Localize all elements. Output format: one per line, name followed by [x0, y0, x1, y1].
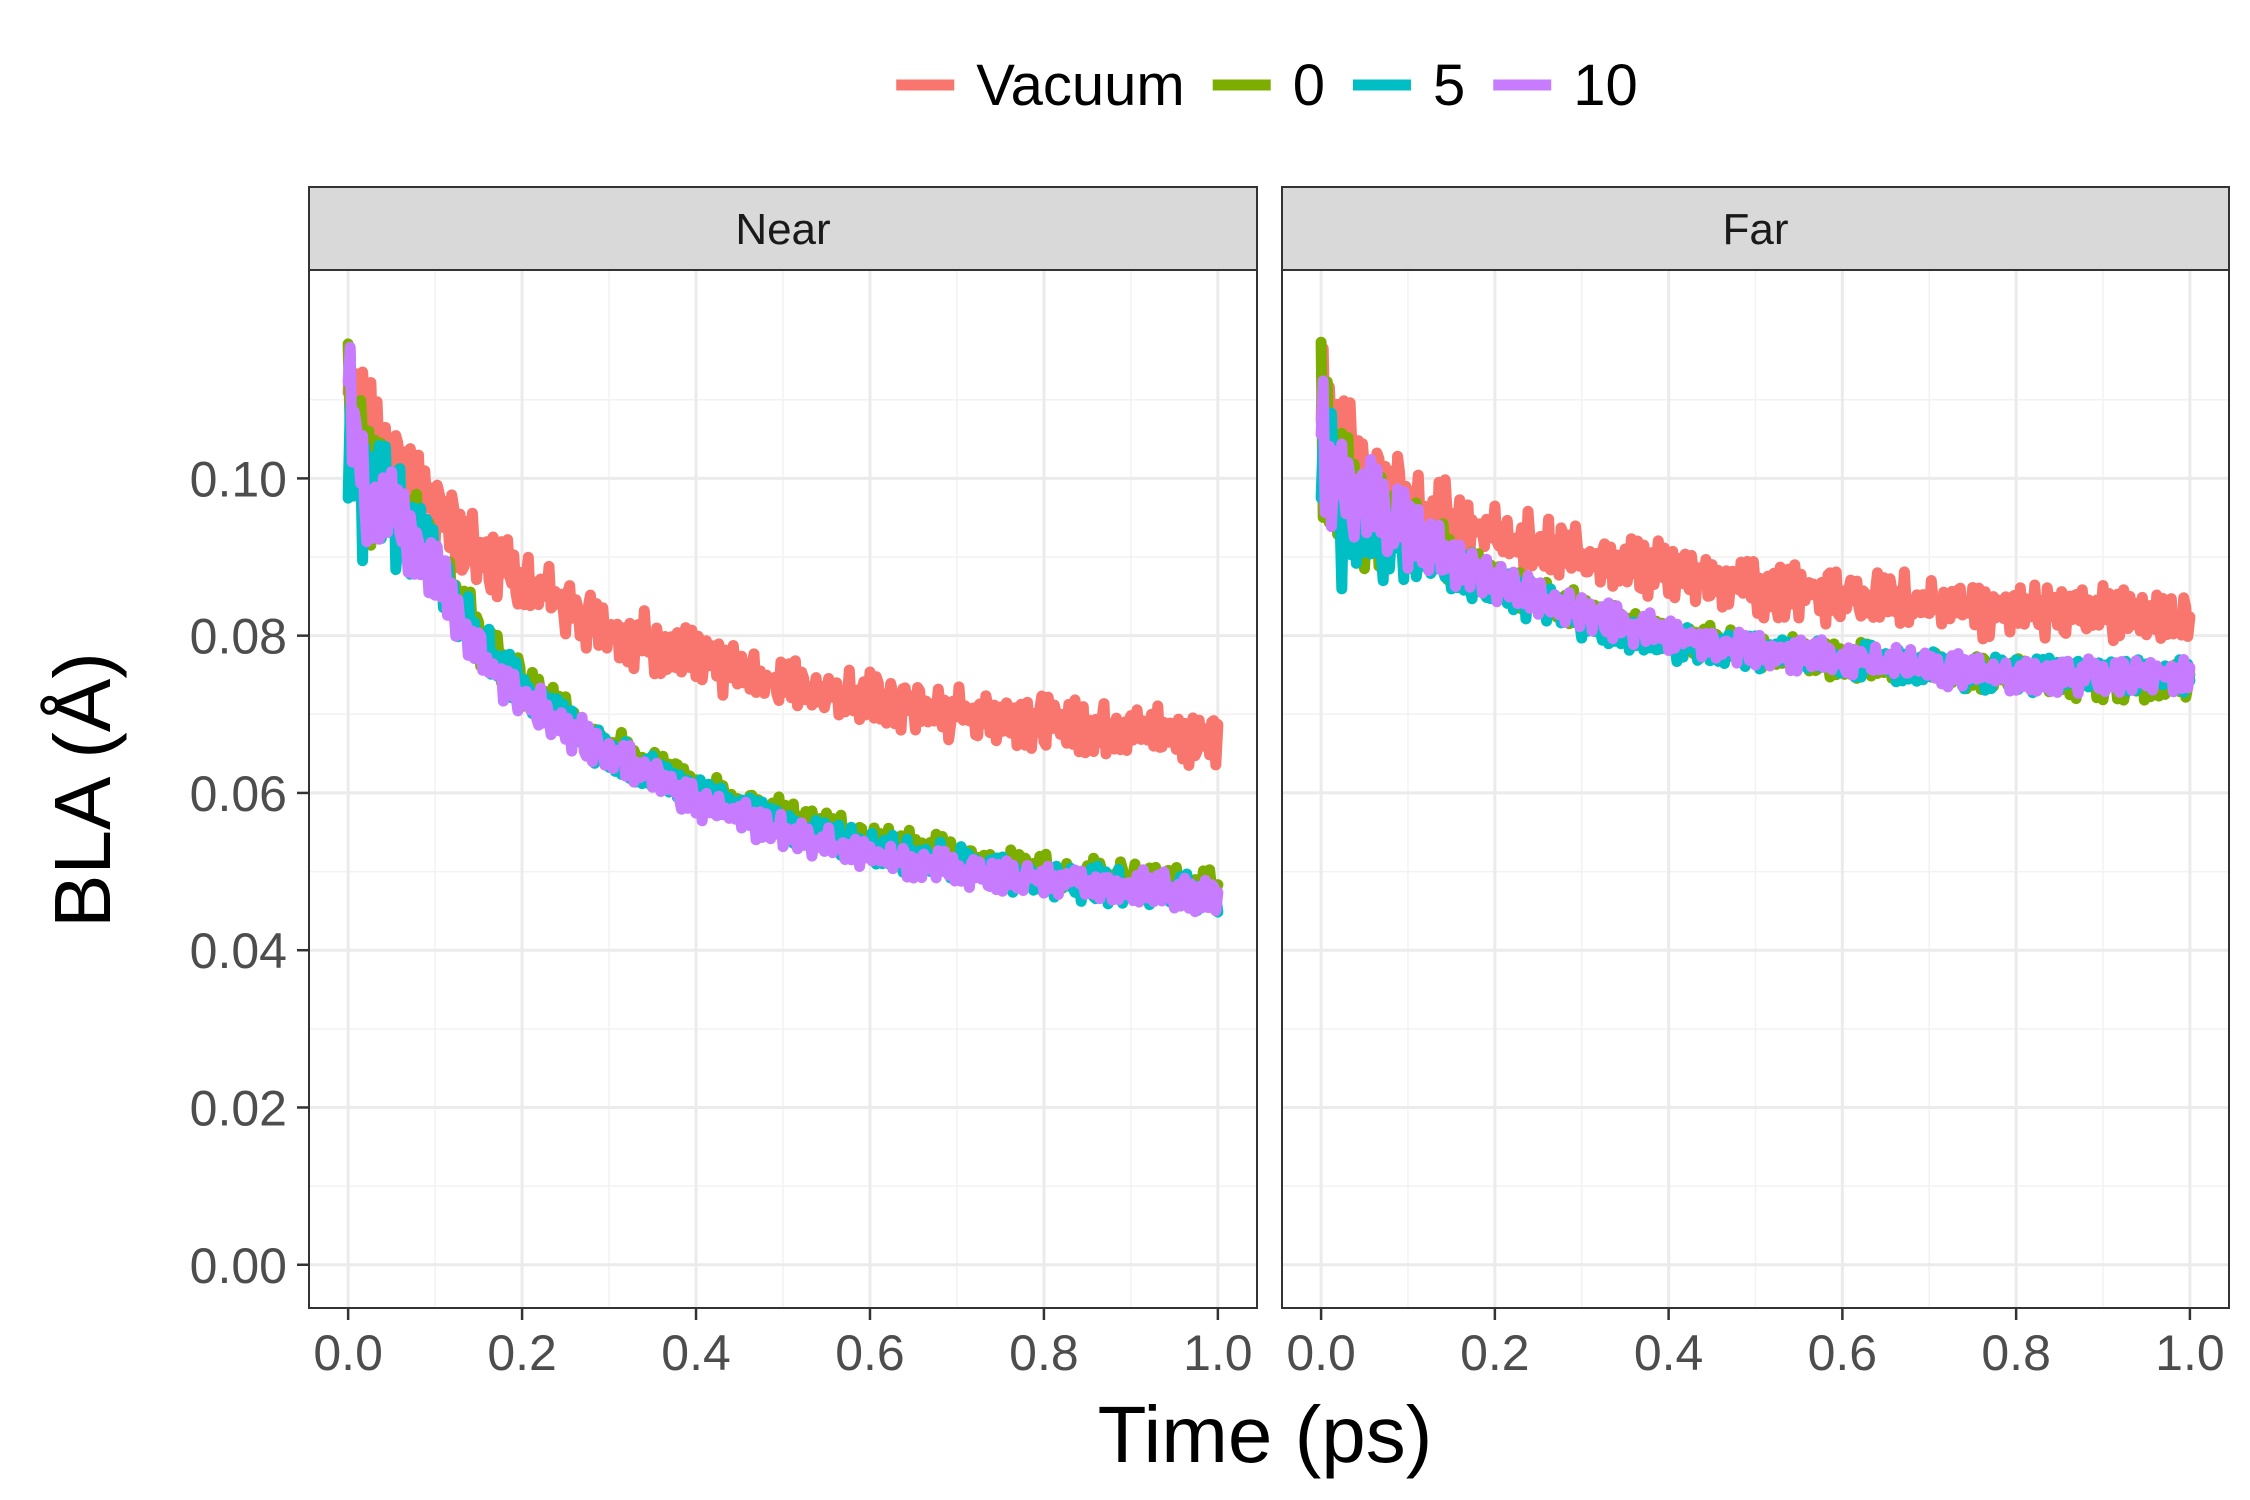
legend-item-5: 5 [1352, 53, 1465, 118]
x-tick-label: 0.8 [1009, 1325, 1079, 1381]
x-tick-label: 0.0 [313, 1325, 383, 1381]
legend-label: 5 [1433, 53, 1465, 118]
y-tick-label: 0.02 [190, 1080, 287, 1136]
series-line-vacuum [342, 344, 1224, 771]
x-axis-title: Time (ps) [1098, 1390, 1433, 1479]
y-axis-title: BLA (Å) [38, 652, 127, 928]
x-tick-label: 0.6 [835, 1325, 905, 1381]
facet-panels: Near 0.0 0.2 0.4 0.6 0.8 1.0 Far 0.0 0.2 0.4 0.6 0.8… [308, 186, 2230, 1381]
x-tick-label: 1.0 [2155, 1325, 2225, 1381]
panel-near: Near 0.0 0.2 0.4 0.6 0.8 1.0 [308, 186, 1258, 1381]
y-axis: 0.00 0.02 0.04 0.06 0.08 0.10 [190, 451, 309, 1294]
y-tick-label: 0.08 [190, 609, 287, 665]
facet-strip-label: Far [1723, 205, 1789, 254]
y-tick-label: 0.06 [190, 766, 287, 822]
x-tick-label: 0.6 [1808, 1325, 1878, 1381]
y-tick-label: 0.04 [190, 923, 287, 979]
x-tick-label: 1.0 [1183, 1325, 1253, 1381]
x-tick-label: 0.0 [1286, 1325, 1356, 1381]
legend-label: Vacuum [976, 53, 1184, 118]
x-tick-label: 0.8 [1981, 1325, 2051, 1381]
legend-label: 10 [1573, 53, 1638, 118]
y-tick-label: 0.00 [190, 1238, 287, 1294]
series-group [1315, 336, 2196, 706]
series-line-10 [1315, 375, 2196, 699]
legend-item-vacuum: Vacuum [896, 53, 1185, 118]
facet-strip [308, 186, 1258, 271]
series-line-10 [342, 341, 1224, 918]
x-tick-label: 0.2 [487, 1325, 557, 1381]
x-tick-label: 0.4 [1634, 1325, 1704, 1381]
legend-item-0: 0 [1212, 53, 1325, 118]
series-group [342, 338, 1224, 918]
legend: Vacuum 0 5 10 [896, 53, 1638, 118]
legend-item-10: 10 [1493, 53, 1638, 118]
facet-strip [1281, 186, 2230, 271]
facet-strip-label: Near [735, 205, 830, 254]
x-tick-label: 0.2 [1460, 1325, 1530, 1381]
y-tick-label: 0.10 [190, 451, 287, 507]
legend-label: 0 [1293, 53, 1325, 118]
panel-far: Far 0.0 0.2 0.4 0.6 0.8 1.0 [1281, 186, 2230, 1381]
series-line-vacuum [1315, 342, 2196, 647]
x-tick-label: 0.4 [661, 1325, 731, 1381]
